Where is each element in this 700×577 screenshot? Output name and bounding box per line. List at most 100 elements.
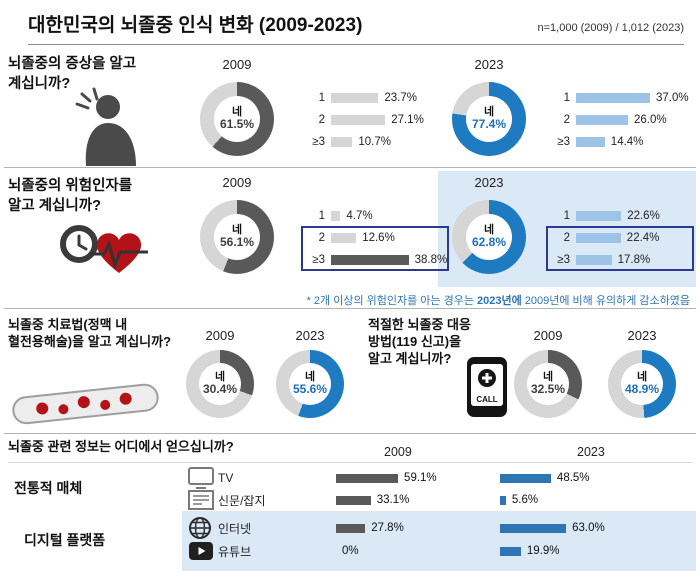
risk-2023-emphasis-box	[546, 226, 694, 271]
bar	[576, 254, 612, 265]
donut-center: 네 56.1%	[214, 214, 260, 260]
page-title: 대한민국의 뇌졸중 인식 변화 (2009-2023)	[28, 15, 363, 36]
bar	[500, 495, 506, 505]
media-2009-cell: 0%	[330, 545, 494, 557]
donut-center: 네 61.5%	[214, 96, 260, 142]
bar-value: 12.6%	[362, 231, 395, 244]
group-digital-platform: 디지털 플랫폼	[24, 532, 106, 548]
section-divider	[4, 167, 696, 168]
heart-clock-icon	[56, 210, 150, 287]
bar	[576, 114, 628, 125]
bar	[500, 473, 551, 483]
bar-value: 22.4%	[626, 231, 660, 244]
risk-2023-bars: 1 22.6% 2 22.4% ≥3 17.8%	[550, 209, 660, 266]
bar-label: ≥3	[312, 253, 325, 266]
bar-label: ≥3	[557, 135, 570, 148]
bar-value: 22.6%	[627, 209, 660, 222]
note-text: 2009년에 비해 유의하게 감소하였음	[521, 295, 690, 307]
media-2009-cell: 27.8%	[330, 522, 494, 534]
bar-value: 33.1%	[376, 494, 410, 506]
risk-2009-bars: 1 4.7% 2 12.6% ≥3 38.8%	[305, 209, 448, 266]
bar-row: 1 23.7%	[305, 91, 424, 104]
bar	[331, 232, 357, 243]
yes-label: 네	[214, 370, 226, 383]
media-name: 인터넷	[218, 521, 252, 536]
donut-center: 네 62.8%	[466, 214, 512, 260]
response-2009-year: 2009	[533, 328, 563, 343]
note-bold: 2023년에	[477, 295, 522, 307]
bar-row: ≥3 10.7%	[305, 135, 424, 148]
bar	[500, 523, 567, 533]
digital-highlight	[182, 511, 696, 571]
symptoms-2023-donut: 네 77.4%	[452, 82, 526, 156]
yes-label: 네	[636, 370, 648, 383]
yes-value: 55.6%	[292, 382, 328, 397]
media-2009-cell: 59.1%	[330, 472, 494, 484]
media-name: TV	[218, 471, 234, 485]
response-2023-donut: 네 48.9%	[608, 350, 676, 418]
bar-row: ≥3 17.8%	[550, 253, 660, 266]
yes-value: 62.8%	[471, 235, 507, 250]
media-name: 신문/잡지	[218, 493, 266, 508]
treatment-2009-year: 2009	[205, 328, 235, 343]
risk-2023-donut: 네 62.8%	[452, 200, 526, 274]
sample-size-note: n=1,000 (2009) / 1,012 (2023)	[537, 22, 684, 34]
significance-note: * 2개 이상의 위험인자를 아는 경우는 2023년에 2009년에 비해 유…	[130, 292, 690, 308]
call-label: CALL	[476, 395, 497, 404]
treatment-2009-donut: 네 30.4%	[186, 350, 254, 418]
section-divider	[4, 308, 696, 309]
donut-center: 네 55.6%	[289, 363, 331, 405]
yes-label: 네	[483, 223, 495, 236]
bar-row: 1 4.7%	[305, 209, 447, 222]
yes-value: 77.4%	[471, 117, 507, 132]
bar-label: 2	[563, 231, 570, 244]
risk-2023-year: 2023	[474, 175, 504, 190]
yes-label: 네	[542, 370, 554, 383]
header-divider	[28, 44, 684, 45]
bar	[500, 546, 521, 556]
group-traditional-media: 전통적 매체	[14, 480, 83, 496]
yes-value: 32.5%	[530, 382, 566, 397]
symptoms-2009-donut: 네 61.5%	[200, 82, 274, 156]
bar-label: 1	[318, 209, 325, 222]
bar-value: 48.5%	[556, 472, 590, 484]
donut-center: 네 30.4%	[199, 363, 241, 405]
media-2023-cell: 5.6%	[494, 494, 658, 506]
bar	[336, 495, 371, 505]
response-2009-donut: 네 32.5%	[514, 350, 582, 418]
section-divider	[4, 433, 696, 434]
yes-label: 네	[231, 105, 243, 118]
bar-value: 17.8%	[617, 253, 651, 266]
bar-value: 27.1%	[391, 113, 424, 126]
bar-value: 19.9%	[526, 545, 560, 557]
yes-value: 61.5%	[219, 117, 255, 132]
donut-center: 네 77.4%	[466, 96, 512, 142]
risk-question: 뇌졸중의 위험인자를 알고 계십니까?	[8, 178, 133, 215]
bar	[336, 473, 399, 483]
donut-center: 네 32.5%	[527, 363, 569, 405]
bar	[331, 210, 341, 221]
bar-value: 5.6%	[511, 494, 539, 506]
bar	[331, 92, 379, 103]
media-2023-cell: 48.5%	[494, 472, 658, 484]
bar	[576, 92, 650, 103]
media-divider	[8, 462, 692, 463]
media-name: 유튜브	[218, 544, 252, 559]
bar-value: 23.7%	[384, 91, 417, 104]
newspaper-icon	[188, 490, 218, 510]
symptoms-2009-year: 2009	[222, 57, 252, 72]
bar-value: 37.0%	[656, 91, 689, 104]
bar-row: 1 37.0%	[550, 91, 689, 104]
treatment-question: 뇌졸중 치료법(정맥 내 혈전용해술)을 알고 계십니까?	[8, 317, 172, 350]
bar-row: 1 22.6%	[550, 209, 660, 222]
bar-label: ≥3	[312, 135, 325, 148]
bar-value: 38.8%	[414, 253, 448, 266]
risk-2009-year: 2009	[222, 175, 252, 190]
bar	[576, 232, 621, 243]
media-row-tv: TV 59.1% 48.5%	[188, 467, 658, 489]
treatment-2023-donut: 네 55.6%	[276, 350, 344, 418]
bar-value: 26.0%	[634, 113, 667, 126]
yes-value: 56.1%	[219, 235, 255, 250]
symptoms-2009-bars: 1 23.7% 2 27.1% ≥3 10.7%	[305, 91, 424, 148]
media-col-2023: 2023	[577, 445, 605, 459]
